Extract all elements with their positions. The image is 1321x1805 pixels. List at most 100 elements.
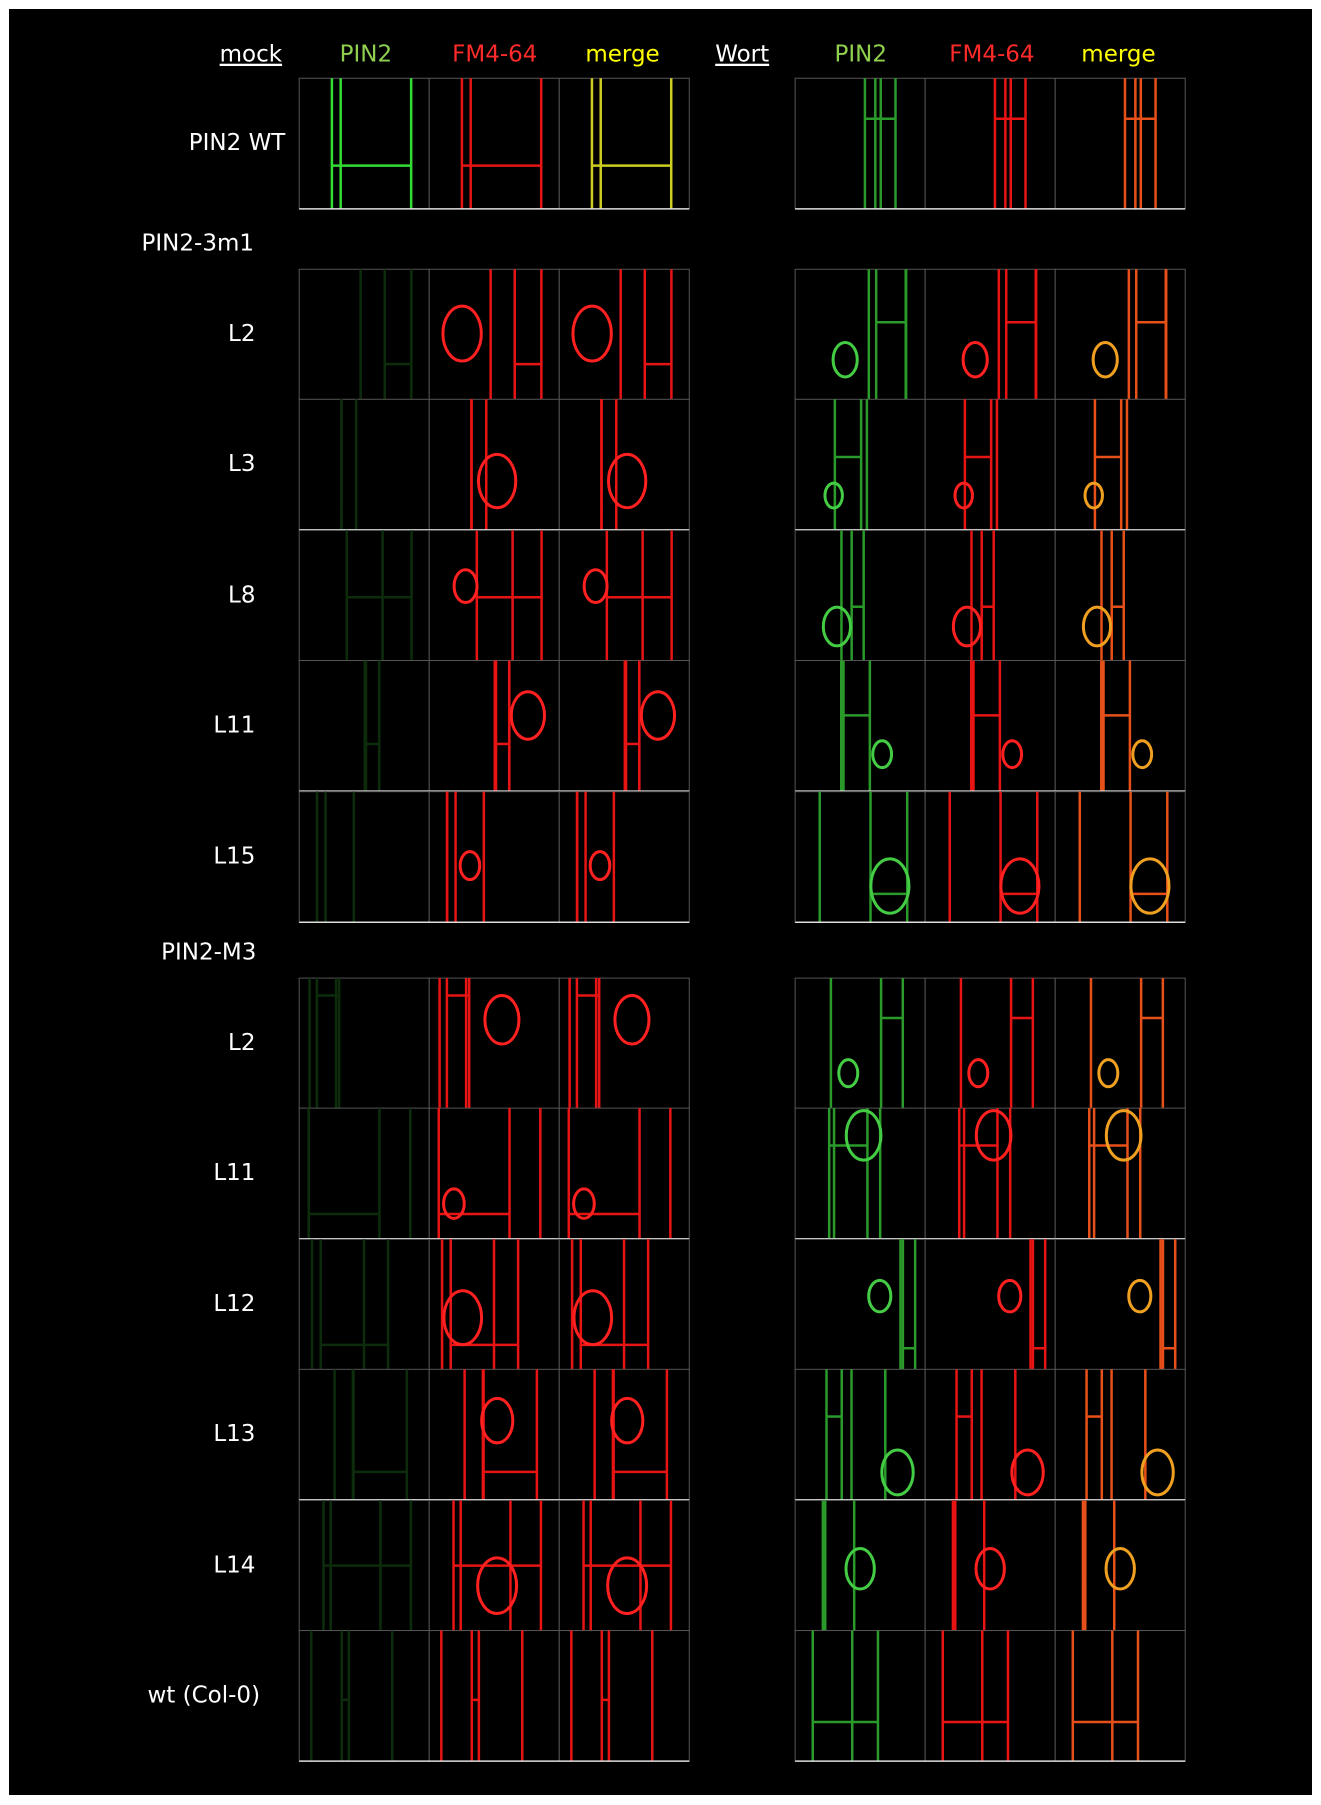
micrograph-panel — [924, 791, 1056, 923]
panel-background — [1054, 660, 1186, 792]
micrograph-panel — [794, 268, 926, 401]
vesicle — [974, 1546, 1006, 1591]
micrograph-panel — [298, 977, 430, 1110]
micrograph-panel — [794, 977, 926, 1110]
micrograph-panel — [1054, 77, 1186, 210]
panel-background — [924, 529, 1056, 662]
panel-background — [558, 1368, 690, 1501]
micrograph-panel — [924, 1630, 1056, 1762]
row-label: L3 — [228, 451, 255, 477]
micrograph-panel — [428, 77, 560, 210]
panel-background — [428, 1630, 560, 1762]
micrograph-panel — [428, 660, 560, 792]
column-header: PIN2 — [834, 42, 887, 68]
panel-background — [298, 1630, 430, 1762]
row-label: L2 — [228, 1030, 255, 1056]
vesicle — [1010, 1448, 1045, 1497]
panel-background — [924, 268, 1056, 401]
panel-background — [1054, 1630, 1186, 1762]
vesicle — [571, 304, 613, 363]
panel-background — [558, 268, 690, 401]
micrograph-panel — [298, 1238, 430, 1371]
row-label: L13 — [213, 1421, 255, 1447]
row-label: L2 — [228, 321, 255, 347]
panel-background — [794, 977, 926, 1110]
micrograph-panel — [558, 1107, 690, 1240]
vesicle — [1097, 1058, 1120, 1089]
panel-background — [1054, 268, 1186, 401]
vesicle — [837, 1058, 860, 1089]
micrograph-panel — [298, 1500, 430, 1632]
panel-background — [1054, 1107, 1186, 1240]
micrograph-panel — [428, 529, 560, 662]
column-header: FM4-64 — [949, 42, 1034, 68]
micrograph-panel — [558, 1630, 690, 1762]
vesicle — [639, 690, 677, 741]
vesicle — [1104, 1109, 1143, 1162]
micrograph-panel — [924, 1368, 1056, 1501]
micrograph-panel — [428, 1107, 560, 1240]
vesicle — [1140, 1448, 1175, 1497]
vesicle — [441, 304, 483, 363]
vesicle — [442, 1289, 484, 1347]
micrograph-panel — [794, 1630, 926, 1762]
micrograph-panel — [428, 977, 560, 1110]
micrograph-panel — [794, 529, 926, 662]
micrograph-panel — [428, 1630, 560, 1762]
micrograph-panel — [794, 398, 926, 531]
micrograph-panel — [1054, 1238, 1186, 1371]
vesicle — [831, 340, 859, 379]
vesicle — [869, 857, 911, 915]
vesicle — [974, 1109, 1013, 1162]
micrograph-panel — [428, 268, 560, 401]
panel-background — [298, 398, 430, 531]
panel-background — [924, 1368, 1056, 1501]
panel-background — [428, 791, 560, 923]
panel-background — [428, 1368, 560, 1501]
column-header: FM4-64 — [452, 42, 537, 68]
panel-background — [924, 660, 1056, 792]
vesicle — [588, 850, 612, 882]
micrograph-panel — [298, 1630, 430, 1762]
panel-background — [924, 1630, 1056, 1762]
panel-background — [428, 529, 560, 662]
column-header: PIN2 — [340, 42, 393, 68]
vesicle — [480, 1396, 515, 1445]
vesicle — [1104, 1546, 1136, 1591]
panel-background — [298, 791, 430, 923]
vesicle — [606, 1556, 649, 1615]
micrograph-panel — [428, 1500, 560, 1632]
panel-background — [298, 1368, 430, 1501]
vesicle — [582, 568, 609, 605]
micrograph-panel — [1054, 1107, 1186, 1240]
panel-background — [1054, 529, 1186, 662]
micrograph-panel — [924, 529, 1056, 662]
column-header: Wort — [715, 42, 769, 68]
micrograph-panel — [794, 791, 926, 923]
panel-background — [1054, 1500, 1186, 1632]
panel-background — [924, 1238, 1056, 1371]
vesicle — [823, 481, 844, 510]
vesicle — [606, 452, 648, 510]
micrograph-panel — [924, 1500, 1056, 1632]
micrograph-panel — [298, 529, 430, 662]
micrograph-panel — [924, 1238, 1056, 1371]
micrograph-panel — [428, 398, 560, 531]
vesicle — [997, 1278, 1023, 1314]
micrograph-panel — [298, 660, 430, 792]
micrograph-panel — [298, 398, 430, 531]
column-header: mock — [220, 42, 283, 68]
micrograph-panel — [558, 268, 690, 401]
vesicle — [999, 857, 1041, 915]
micrograph-panel — [558, 529, 690, 662]
column-header: merge — [1081, 42, 1155, 68]
vesicle — [844, 1109, 883, 1162]
micrograph-panel — [794, 1500, 926, 1632]
panel-background — [924, 1107, 1056, 1240]
panel-background — [558, 77, 690, 210]
micrograph-panel — [558, 791, 690, 923]
vesicle — [821, 605, 853, 648]
vesicle — [1001, 739, 1024, 770]
panel-background — [428, 77, 560, 210]
vesicle — [880, 1448, 915, 1497]
